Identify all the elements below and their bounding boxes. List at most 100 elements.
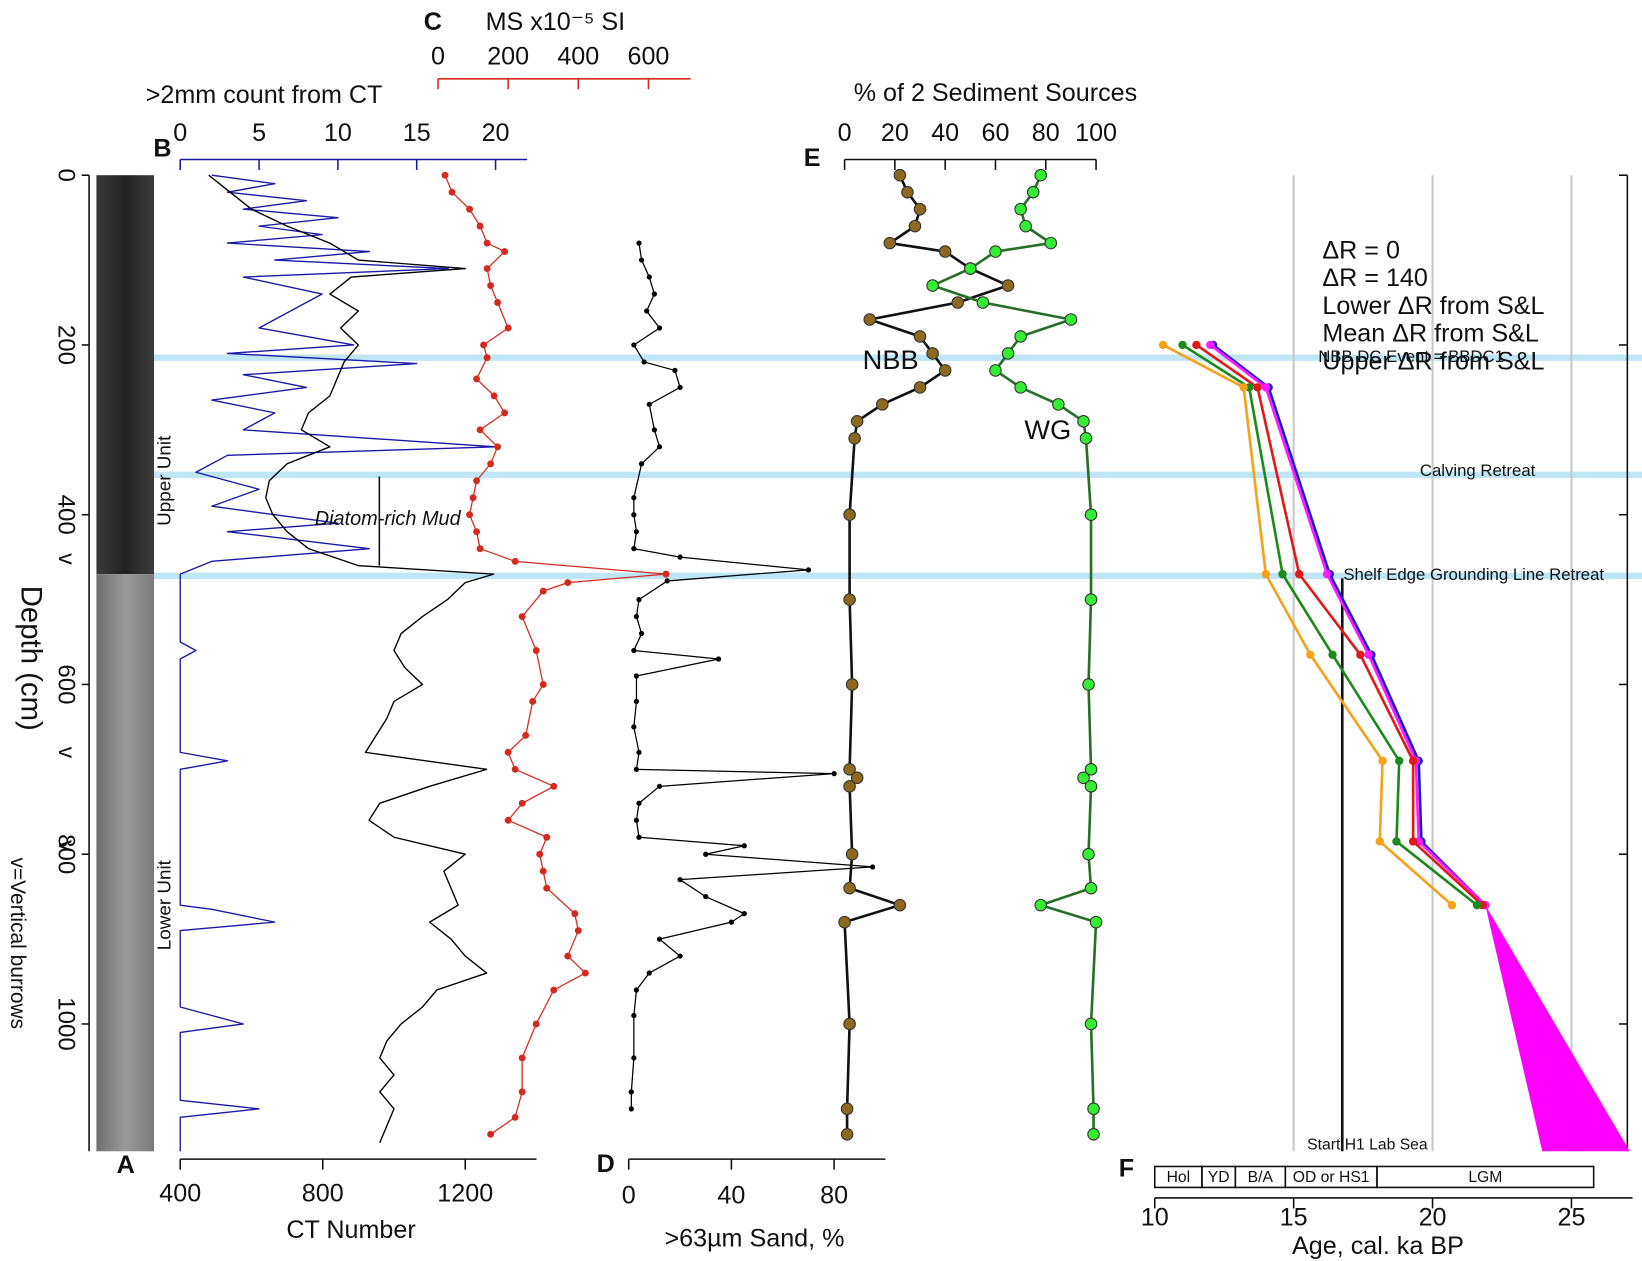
x-tick-label: 0 [431, 42, 445, 70]
depth-tick-label: 200 [53, 325, 80, 365]
data-point [1015, 331, 1027, 343]
data-point [841, 1103, 853, 1115]
x-tick-label: 10 [324, 119, 352, 147]
data-point [466, 511, 473, 518]
data-point [914, 382, 926, 394]
data-point [1356, 651, 1364, 659]
note: v=Vertical burrows [6, 857, 29, 1029]
data-point [665, 578, 670, 583]
data-point [639, 257, 644, 262]
data-point [631, 724, 636, 729]
data-point [473, 375, 480, 382]
x-tick-label: 20 [482, 119, 510, 147]
data-point [473, 477, 480, 484]
data-point [540, 868, 547, 875]
data-point [849, 433, 861, 445]
data-point [831, 771, 836, 776]
data-point [512, 558, 519, 565]
data-point [634, 673, 639, 678]
data-point [473, 528, 480, 535]
chronozone-label: LGM [1468, 1169, 1502, 1186]
data-point [1065, 314, 1077, 326]
data-point [877, 399, 889, 411]
data-point [494, 443, 501, 450]
data-point [1035, 169, 1047, 181]
x-tick-label: 0 [838, 119, 852, 147]
panel-label: D [597, 1150, 615, 1178]
data-point [1364, 651, 1372, 659]
data-point [639, 631, 644, 636]
x-tick-label: 0 [173, 119, 187, 147]
x-tick-label: 40 [717, 1182, 745, 1210]
x-axis-title: >2mm count from CT [146, 81, 383, 109]
data-point [1239, 383, 1247, 391]
data-point [636, 597, 641, 602]
data-point [634, 818, 639, 823]
x-tick-label: 15 [1280, 1204, 1308, 1232]
data-point [677, 385, 682, 390]
data-point [677, 877, 682, 882]
data-point [716, 656, 721, 661]
data-point [642, 359, 647, 364]
data-point [494, 299, 501, 306]
data-point [550, 987, 557, 994]
data-point [844, 509, 856, 521]
chronozone-label: B/A [1248, 1169, 1274, 1186]
data-point [703, 852, 708, 857]
data-point [629, 1089, 634, 1094]
data-point [629, 1106, 634, 1111]
h1-label: Start H1 Lab Sea [1307, 1137, 1428, 1154]
data-point [505, 749, 512, 756]
data-point [1473, 901, 1481, 909]
data-point [672, 368, 677, 373]
chronozone-label: YD [1208, 1169, 1230, 1186]
data-point [1027, 186, 1039, 198]
data-point [851, 416, 863, 428]
data-point [501, 409, 508, 416]
x-axis-title: CT Number [286, 1216, 415, 1244]
data-point [914, 203, 926, 215]
data-point [1392, 837, 1400, 845]
data-point [1192, 341, 1200, 349]
x-tick-label: 800 [302, 1179, 344, 1207]
data-point [575, 927, 582, 934]
data-point [533, 1021, 540, 1028]
data-point [636, 835, 641, 840]
data-point [1078, 416, 1090, 428]
data-line [1210, 345, 1485, 905]
data-point [522, 732, 529, 739]
data-point [864, 314, 876, 326]
unit-label: Upper Unit [154, 435, 175, 526]
unit-label: Lower Unit [154, 859, 175, 950]
data-point [564, 953, 571, 960]
data-point [484, 354, 491, 361]
legend-entry: ΔR = 140 [1322, 264, 1427, 292]
data-point [1015, 203, 1027, 215]
depth-tick-label: 600 [53, 664, 80, 704]
core-lower [96, 574, 154, 1151]
data-point [631, 512, 636, 517]
data-point [952, 297, 964, 309]
data-point [636, 801, 641, 806]
data-point [491, 392, 498, 399]
depth-tick-label: 400 [53, 495, 80, 535]
data-point [540, 588, 547, 595]
data-point [1253, 383, 1261, 391]
data-point [477, 223, 484, 230]
data-point [647, 402, 652, 407]
data-point [1262, 383, 1270, 391]
x-axis-title: % of 2 Sediment Sources [854, 79, 1138, 107]
extrapolation [1485, 905, 1629, 1151]
data-point [571, 910, 578, 917]
x-tick-label: 400 [159, 1179, 201, 1207]
data-point [533, 647, 540, 654]
data-point [536, 851, 543, 858]
chronozone-label: OD or HS1 [1293, 1169, 1370, 1186]
data-point [939, 365, 951, 377]
figure: 02004006008001000vvvDepth (cm)v=Vertical… [0, 0, 1642, 1261]
data-point [582, 970, 589, 977]
data-point [634, 987, 639, 992]
data-point [652, 427, 657, 432]
data-point [636, 240, 641, 245]
burrow-symbol: v [54, 840, 80, 852]
